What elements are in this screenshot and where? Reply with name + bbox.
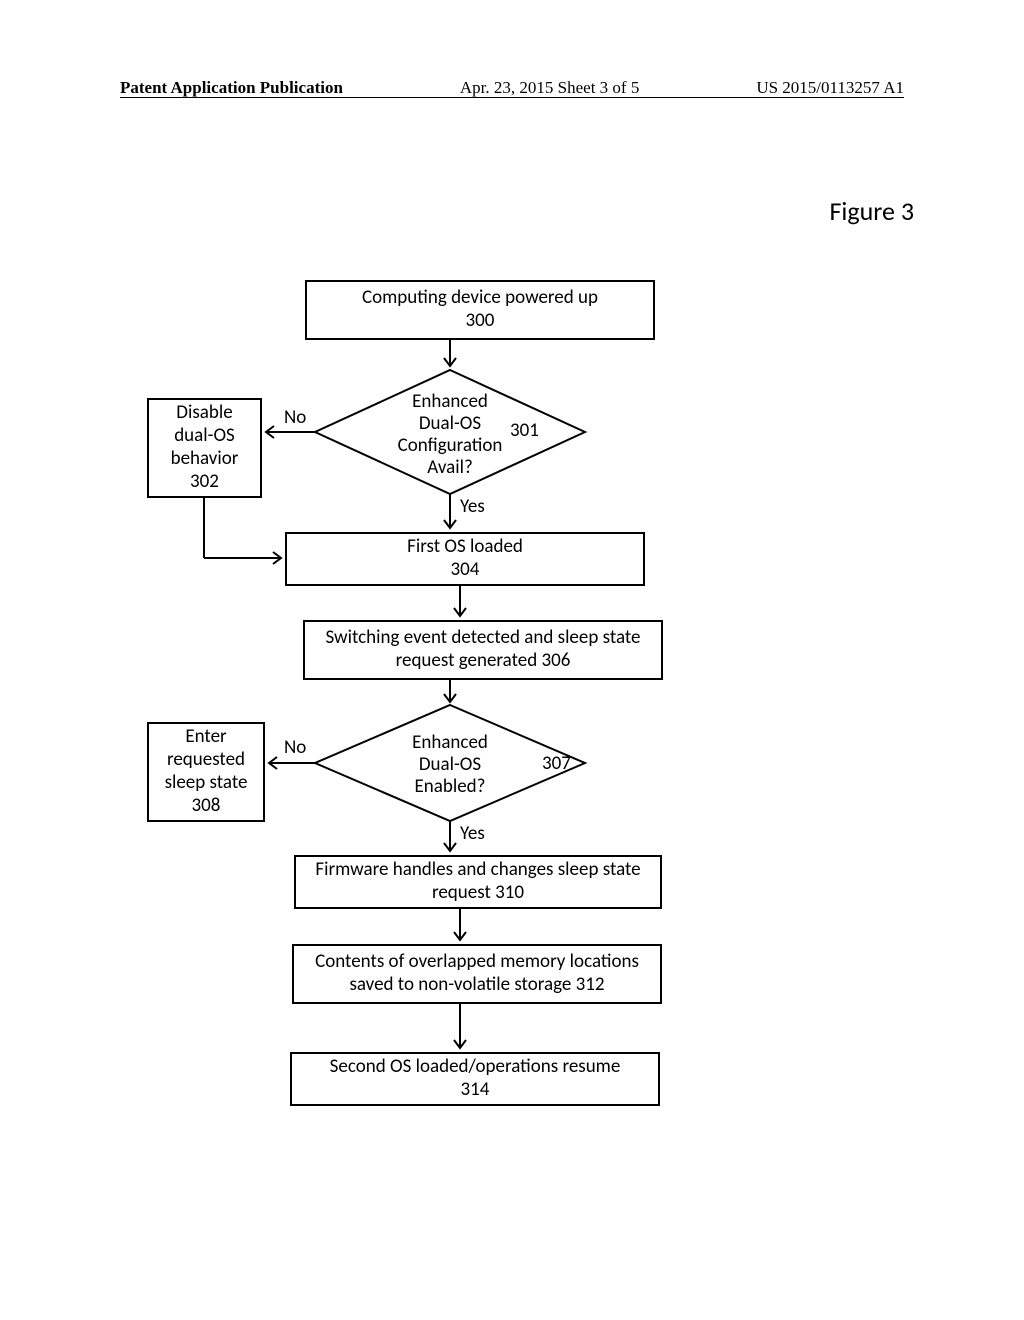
edge-label-yes-2: Yes bbox=[460, 822, 485, 845]
edge-label-no-2: No bbox=[284, 736, 306, 759]
node-308: Enterrequestedsleep state308 bbox=[147, 722, 265, 822]
ref-301: 301 bbox=[510, 419, 539, 442]
node-302: Disabledual-OSbehavior302 bbox=[147, 398, 262, 498]
decision-301-text: EnhancedDual-OSConfigurationAvail? bbox=[395, 391, 505, 478]
ref-307: 307 bbox=[542, 752, 571, 775]
edge-label-no-1: No bbox=[284, 406, 306, 429]
node-310: Firmware handles and changes sleep state… bbox=[294, 855, 662, 909]
node-306: Switching event detected and sleep state… bbox=[303, 620, 663, 680]
decision-307-text: EnhancedDual-OSEnabled? bbox=[405, 732, 495, 798]
node-314: Second OS loaded/operations resume314 bbox=[290, 1052, 660, 1106]
node-300: Computing device powered up300 bbox=[305, 280, 655, 340]
edge-label-yes-1: Yes bbox=[460, 495, 485, 518]
patent-page: Patent Application Publication Apr. 23, … bbox=[0, 0, 1024, 1320]
node-304: First OS loaded304 bbox=[285, 532, 645, 586]
node-312: Contents of overlapped memory locationss… bbox=[292, 944, 662, 1004]
